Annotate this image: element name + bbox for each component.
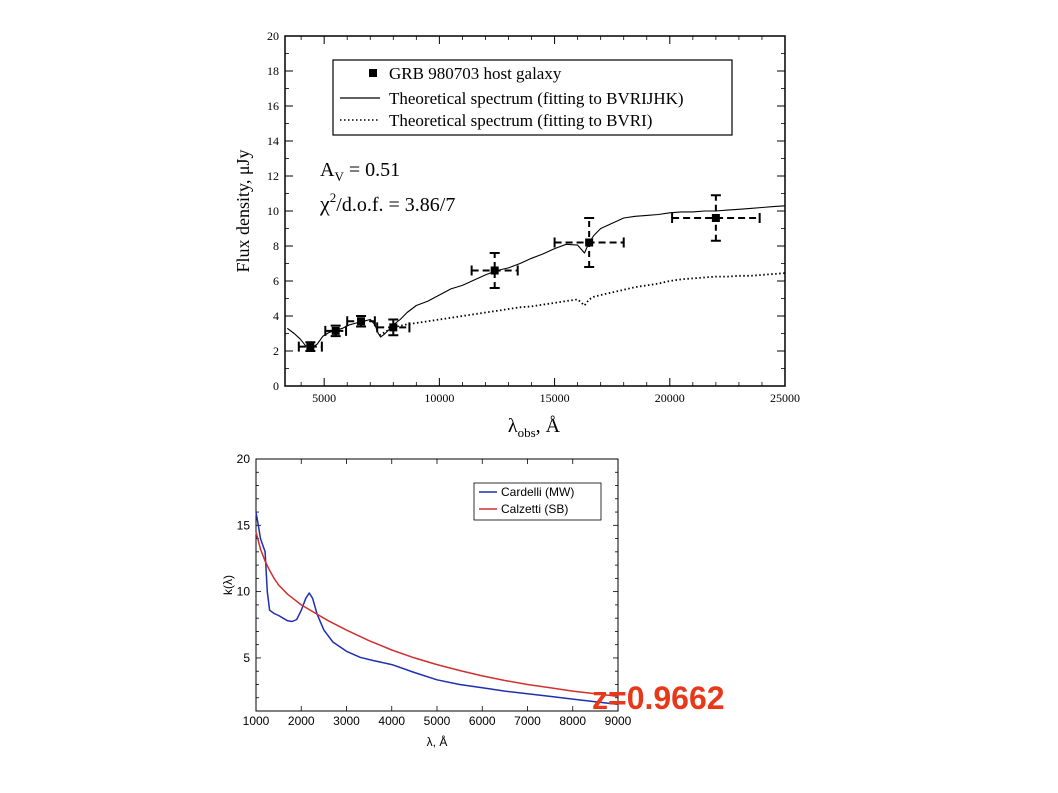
series-line-bvri <box>379 272 786 337</box>
x-tick-label: 3000 <box>333 714 360 728</box>
y-tick-label: 0 <box>273 379 279 393</box>
y-tick-label: 20 <box>237 452 251 466</box>
x-tick-label: 4000 <box>378 714 405 728</box>
spectrum-series-group <box>286 205 786 349</box>
spectrum-y-axis-label: Flux density, μJy <box>233 150 253 273</box>
y-tick-label: 2 <box>273 344 279 358</box>
x-tick-label: 6000 <box>469 714 496 728</box>
data-point <box>324 324 348 338</box>
data-point <box>553 217 625 268</box>
y-tick-label: 15 <box>237 518 251 532</box>
point-marker <box>585 238 594 247</box>
point-marker <box>490 266 499 275</box>
extinction-legend: Cardelli (MW) Calzetti (SB) <box>473 482 602 521</box>
data-point <box>297 341 323 352</box>
x-tick-label: 8000 <box>559 714 586 728</box>
x-tick-label: 20000 <box>655 391 685 405</box>
y-tick-label: 8 <box>273 239 279 253</box>
spectrum-data-points <box>297 194 761 352</box>
redshift-label: z=0.9662 <box>592 680 725 716</box>
y-tick-label: 18 <box>267 64 279 78</box>
legend-label-bvrijhk: Theoretical spectrum (fitting to BVRIJHK… <box>389 89 684 108</box>
x-tick-label: 9000 <box>605 714 632 728</box>
chi-square-annotation: χ2/d.o.f. = 3.86/7 <box>319 190 455 216</box>
extinction-curve-chart: 1000 2000 3000 4000 5000 6000 7000 8000 9000 5 10 1… <box>221 452 632 749</box>
point-marker <box>331 326 340 335</box>
spectrum-x-axis-label: λobs, Å <box>508 415 561 440</box>
spectrum-legend: GRB 980703 host galaxy Theoretical spect… <box>332 59 733 136</box>
x-tick-label: 25000 <box>770 391 800 405</box>
legend-label-bvri: Theoretical spectrum (fitting to BVRI) <box>389 111 652 130</box>
y-tick-label: 6 <box>273 274 279 288</box>
spectrum-chart: 5000 10000 15000 20000 25000 0 2 4 6 8 10 12 14 16 18 2… <box>233 29 800 440</box>
data-point <box>671 194 761 242</box>
y-tick-label: 12 <box>267 169 279 183</box>
series-line-cardelli <box>255 511 619 706</box>
y-tick-label: 20 <box>267 29 279 43</box>
spectrum-axis-ticks: 5000 10000 15000 20000 25000 0 2 4 6 8 10 12 14 16 18 2… <box>267 29 800 405</box>
legend-label-cardelli: Cardelli (MW) <box>501 485 574 499</box>
extinction-annotation: AV = 0.51 <box>320 159 400 184</box>
y-tick-label: 4 <box>273 309 279 323</box>
spectrum-legend-box <box>332 59 733 136</box>
x-tick-label: 5000 <box>312 391 336 405</box>
x-tick-label: 1000 <box>243 714 270 728</box>
data-point <box>346 315 376 328</box>
x-tick-label: 10000 <box>424 391 454 405</box>
series-line-calzetti <box>255 531 619 698</box>
data-point <box>376 318 411 337</box>
point-marker <box>711 214 720 222</box>
x-tick-label: 2000 <box>288 714 315 728</box>
y-tick-label: 10 <box>267 204 279 218</box>
y-tick-label: 10 <box>237 585 251 599</box>
extinction-axis-ticks: 1000 2000 3000 4000 5000 6000 7000 8000 9000 5 10 1… <box>237 452 632 728</box>
y-tick-label: 16 <box>267 99 279 113</box>
point-marker <box>306 342 315 351</box>
x-tick-label: 15000 <box>540 391 570 405</box>
point-marker <box>389 323 398 332</box>
legend-marker-square <box>369 69 377 77</box>
extinction-series-group <box>255 511 619 706</box>
legend-label-host-galaxy: GRB 980703 host galaxy <box>389 64 562 83</box>
extinction-legend-box <box>473 482 602 521</box>
extinction-y-axis-label: k(λ) <box>221 575 235 595</box>
y-tick-label: 5 <box>243 651 250 665</box>
point-marker <box>357 317 366 326</box>
data-point <box>470 252 519 289</box>
series-line-bvrijhk <box>286 205 786 349</box>
x-tick-label: 7000 <box>514 714 541 728</box>
x-tick-label: 5000 <box>424 714 451 728</box>
extinction-x-axis-label: λ, Å <box>427 734 448 749</box>
y-tick-label: 14 <box>267 134 279 148</box>
legend-label-calzetti: Calzetti (SB) <box>501 502 568 516</box>
